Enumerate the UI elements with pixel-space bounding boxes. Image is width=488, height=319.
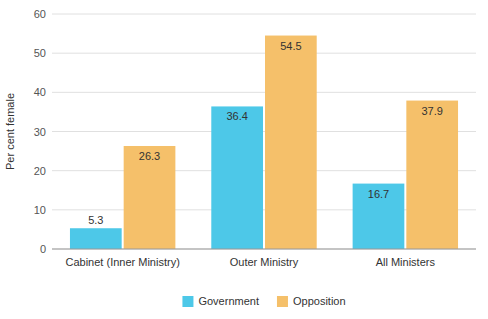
x-axis-line (52, 249, 476, 250)
legend-swatch (277, 296, 288, 307)
y-tick-label: 30 (34, 126, 46, 138)
legend-item: Opposition (277, 295, 346, 307)
x-tick-label: Outer Ministry (230, 256, 299, 268)
grid-line (52, 53, 476, 54)
legend-label: Opposition (293, 295, 346, 307)
grid-line (52, 92, 476, 93)
chart: 0 10 20 30 40 50 60 Per cent female 5.3 36.4 16.7 2… (0, 0, 488, 319)
legend-item: Government (182, 295, 259, 307)
data-label: 36.4 (226, 110, 247, 122)
legend-swatch (182, 296, 193, 307)
x-tick-label: Cabinet (Inner Ministry) (66, 256, 180, 268)
chart-container: 0 10 20 30 40 50 60 Per cent female 5.3 36.4 16.7 2… (0, 0, 488, 319)
bar (124, 146, 176, 249)
grid (52, 14, 476, 249)
y-tick-label: 0 (40, 243, 46, 255)
data-label: 37.9 (421, 105, 442, 117)
y-tick-label: 40 (34, 86, 46, 98)
bar (353, 184, 405, 249)
data-labels: 5.3 36.4 16.7 26.3 54.5 37.9 (88, 40, 443, 227)
y-tick-label: 50 (34, 47, 46, 59)
y-tick-label: 60 (34, 8, 46, 20)
data-label: 16.7 (368, 188, 389, 200)
legend: Government Opposition (182, 295, 345, 307)
y-axis-label: Per cent female (4, 93, 16, 170)
grid-line (52, 14, 476, 15)
data-label: 26.3 (139, 150, 160, 162)
data-label: 5.3 (88, 214, 103, 226)
bar (265, 36, 317, 249)
data-label: 54.5 (280, 40, 301, 52)
y-tick-label: 20 (34, 165, 46, 177)
bar (406, 101, 458, 249)
bar (70, 228, 122, 249)
y-tick-label: 10 (34, 204, 46, 216)
x-tick-label: All Ministers (376, 256, 436, 268)
bars (70, 36, 458, 249)
bar (211, 106, 263, 249)
legend-label: Government (198, 295, 259, 307)
grid-line (52, 249, 476, 250)
